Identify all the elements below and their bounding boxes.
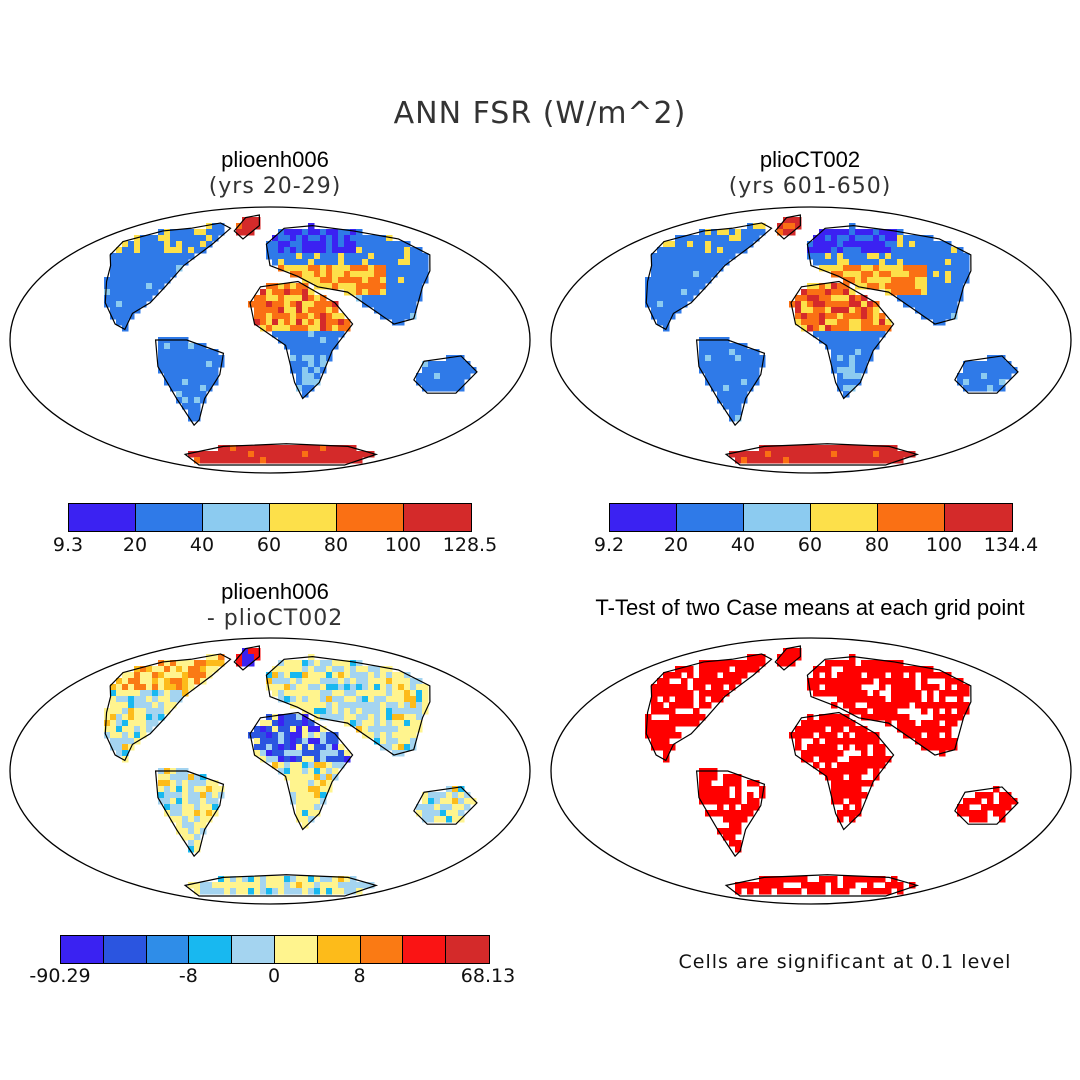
coastline-europeAsia [806, 656, 972, 756]
coastline-northAmerica [104, 222, 232, 331]
cb2-tick-label: 80 [864, 534, 890, 556]
coastline-australia [413, 355, 478, 394]
cb1-tick-label: 100 [384, 534, 422, 556]
panel1-map [9, 206, 531, 474]
panel1-title: plioenh006 [221, 147, 329, 172]
coastline-antarctica [724, 443, 920, 466]
coastline-europeAsia [806, 225, 972, 325]
coastline-greenland [774, 645, 801, 671]
panel3-title: plioenh006 [221, 579, 329, 604]
cb2-tick-label: 60 [797, 534, 823, 556]
map-border [550, 206, 1072, 474]
coastline-northAmerica [104, 653, 232, 762]
coastline-africa [249, 280, 354, 400]
cb1-swatch-4 [336, 504, 404, 531]
cb3-swatch-9 [446, 936, 489, 963]
panel4-significance-note: Cells are significant at 0.1 level [678, 951, 1012, 973]
coastline-antarctica [183, 874, 379, 897]
cb1-swatch-5 [403, 504, 471, 531]
cb2-tick-label: 100 [925, 534, 963, 556]
coastline-southAmerica [154, 339, 225, 427]
cb3-swatch-5 [274, 936, 318, 963]
cb2-swatch-0 [610, 504, 677, 531]
coastline-greenland [774, 214, 801, 240]
cb3-tick-label: 8 [353, 965, 366, 987]
coastline-africa [790, 711, 895, 831]
coastline-africa [249, 711, 354, 831]
figure-title: ANN FSR (W/m^2) [393, 96, 687, 131]
cb3-swatch-8 [403, 936, 447, 963]
cb1-tick-label: 128.5 [442, 534, 498, 556]
cb2-tick-label: 40 [730, 534, 756, 556]
coastline-greenland [233, 214, 260, 240]
cb3-tick-label: -8 [178, 965, 198, 987]
cb1-tick-label: 60 [256, 534, 282, 556]
coastline-antarctica [724, 874, 920, 897]
cb1-tick-label: 80 [323, 534, 349, 556]
coastline-northAmerica [645, 222, 773, 331]
cb3-swatch-7 [360, 936, 404, 963]
cb1-tick-label: 20 [122, 534, 148, 556]
coastline-africa [790, 280, 895, 400]
panel2-title: plioCT002 [759, 147, 861, 172]
cb2-swatch-4 [877, 504, 945, 531]
coastline-northAmerica [645, 653, 773, 762]
cb3-swatch-3 [189, 936, 233, 963]
cb1-swatch-3 [269, 504, 337, 531]
cb1-swatch-1 [135, 504, 203, 531]
colorbar-panel2-labels: 9.2 20 40 60 80 100 134.4 [540, 534, 1080, 560]
coastline-antarctica [183, 443, 379, 466]
panel4-title: T-Test of two Case means at each grid po… [595, 595, 1025, 620]
map-border [9, 637, 531, 905]
cb3-swatch-4 [232, 936, 275, 963]
panel2-subtitle: (yrs 601-650) [728, 174, 892, 199]
panel4-map [550, 637, 1072, 905]
coastline-southAmerica [154, 770, 225, 858]
cb3-tick-label: 68.13 [460, 965, 516, 987]
cb2-swatch-1 [676, 504, 744, 531]
panel2-map [550, 206, 1072, 474]
cb2-swatch-2 [743, 504, 811, 531]
cb1-swatch-0 [69, 504, 136, 531]
coastline-southAmerica [695, 770, 766, 858]
coastline-europeAsia [265, 656, 431, 756]
cb3-tick-label: 0 [267, 965, 281, 987]
panel3-map [9, 637, 531, 905]
cb2-tick-label: 20 [663, 534, 689, 556]
colorbar-panel1 [68, 503, 472, 532]
map-border [9, 206, 531, 474]
cb2-swatch-5 [944, 504, 1012, 531]
cb3-tick-label: -90.29 [29, 965, 91, 987]
coastline-southAmerica [695, 339, 766, 427]
coastline-australia [954, 355, 1019, 394]
coastline-australia [954, 786, 1019, 825]
cb3-swatch-0 [61, 936, 104, 963]
cb3-swatch-6 [317, 936, 361, 963]
map-border [550, 637, 1072, 905]
colorbar-panel3 [60, 935, 490, 964]
cb1-tick-label: 9.3 [52, 534, 84, 556]
coastline-greenland [233, 645, 260, 671]
coastline-europeAsia [265, 225, 431, 325]
colorbar-panel2 [609, 503, 1013, 532]
cb1-tick-label: 40 [189, 534, 215, 556]
panel1-subtitle: (yrs 20-29) [208, 174, 342, 199]
cb3-swatch-1 [103, 936, 147, 963]
cb1-swatch-2 [202, 504, 270, 531]
cb3-swatch-2 [146, 936, 190, 963]
colorbar-panel3-labels: -90.29 -8 0 8 68.13 [0, 965, 540, 991]
cb2-tick-label: 9.2 [593, 534, 625, 556]
coastline-australia [413, 786, 478, 825]
colorbar-panel1-labels: 9.3 20 40 60 80 100 128.5 [0, 534, 540, 560]
cb2-tick-label: 134.4 [983, 534, 1039, 556]
panel3-subtitle: - plioCT002 [206, 606, 344, 631]
cb2-swatch-3 [810, 504, 878, 531]
